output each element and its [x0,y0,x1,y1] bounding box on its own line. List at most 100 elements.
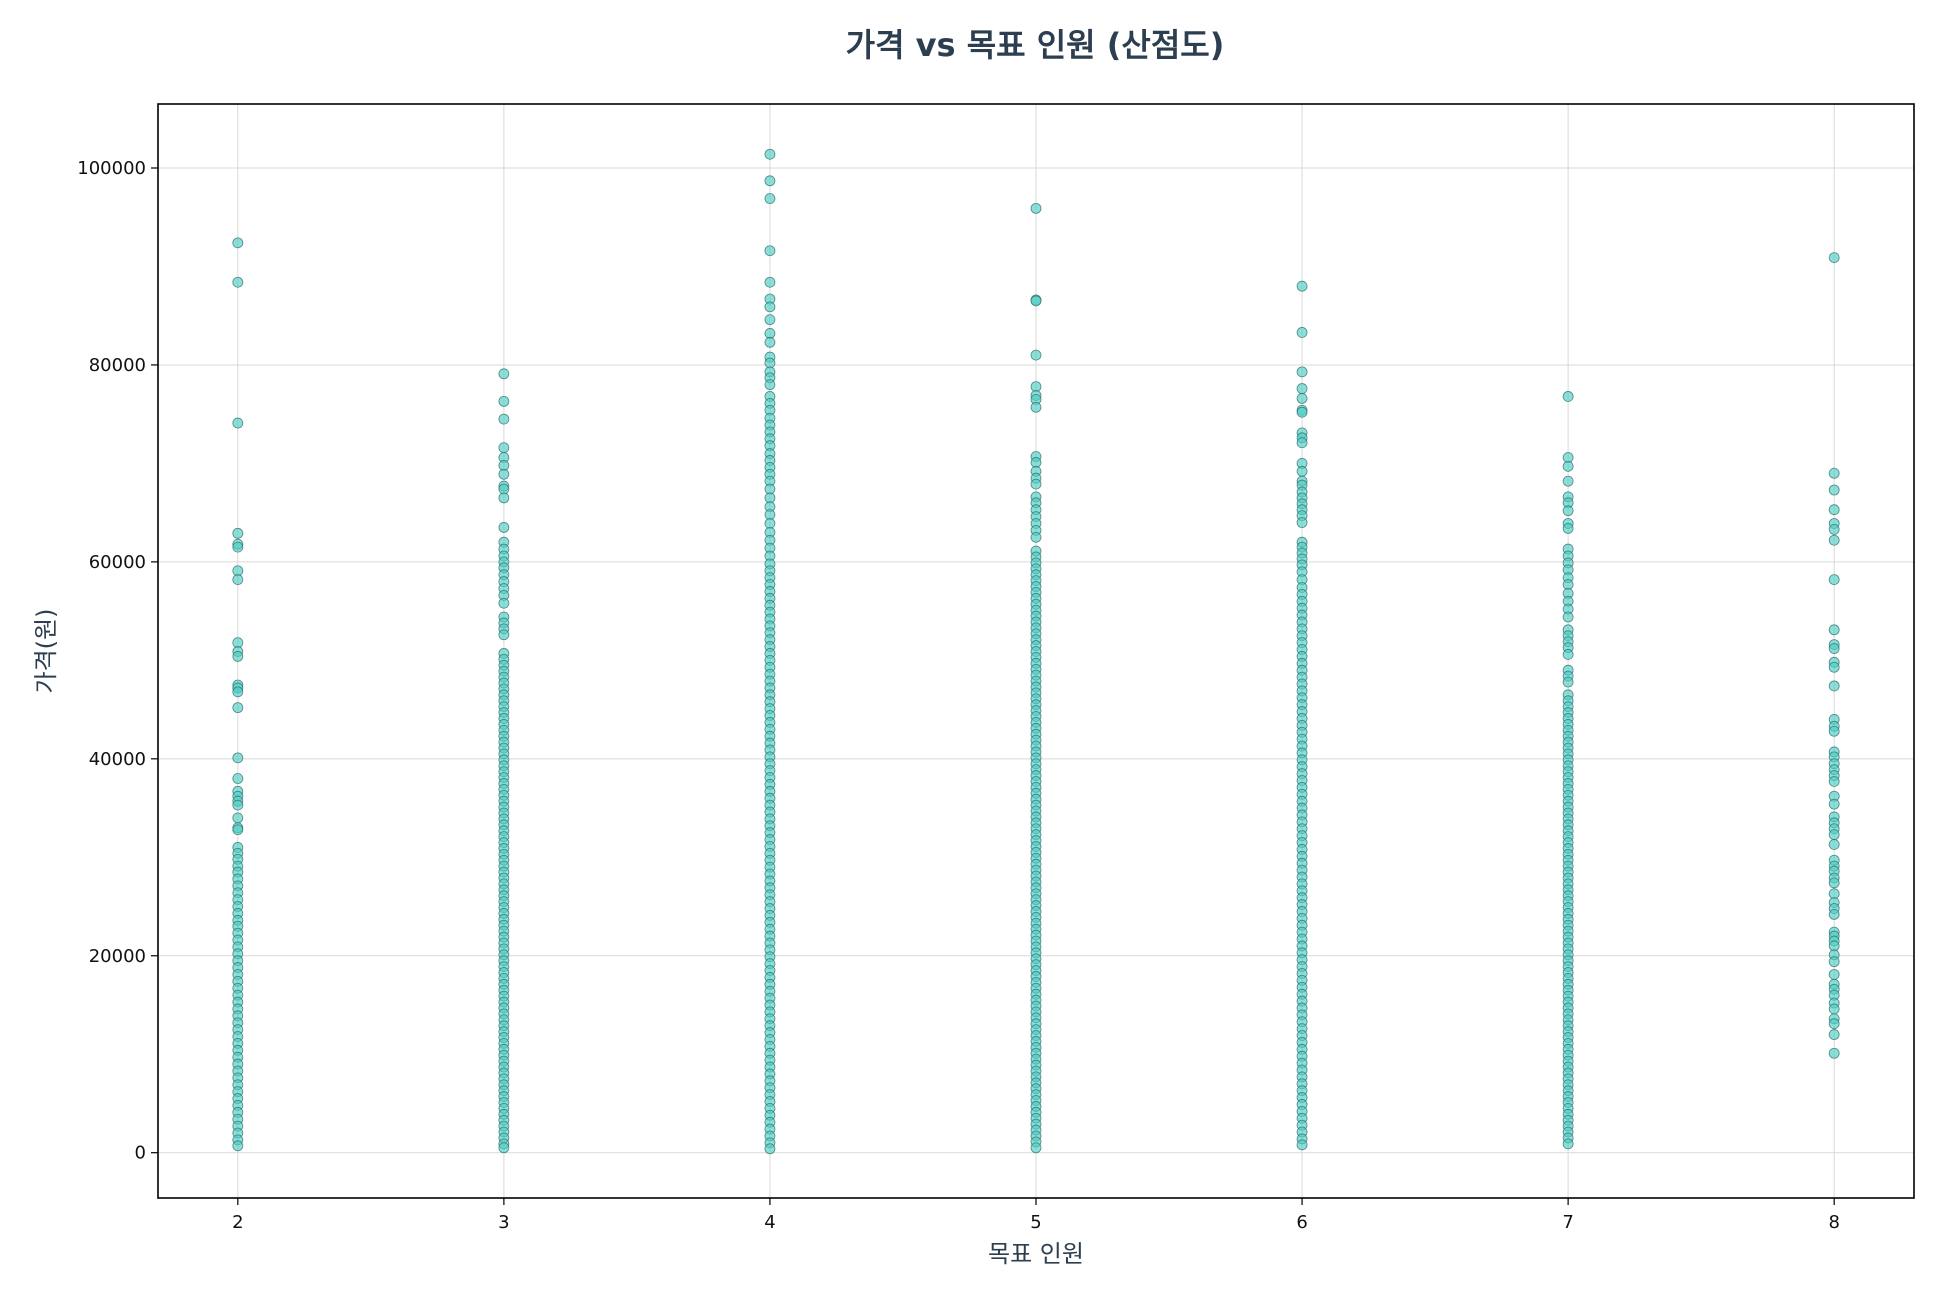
data-point [1828,956,1840,968]
data-point [1828,484,1840,496]
data-point [232,1140,244,1152]
data-point [232,417,244,429]
data-point [232,686,244,698]
data-point [1030,349,1042,361]
x-tick-label: 4 [764,1212,775,1233]
data-point [498,492,510,504]
data-point [1828,643,1840,654]
data-point [764,301,776,313]
data-point [1562,649,1574,660]
data-point [498,522,510,533]
x-tick-label: 5 [1030,1212,1041,1233]
data-point [1828,829,1840,841]
data-point [1296,327,1308,338]
data-point [764,336,776,348]
data-point [232,812,244,824]
data-point [1828,504,1840,516]
data-point [232,541,244,553]
data-point [232,752,244,764]
data-point [1030,202,1042,214]
data-point [1828,661,1840,673]
data-point [1828,877,1840,889]
x-tick-label: 6 [1296,1212,1307,1233]
data-point [232,527,244,539]
data-point [498,597,510,609]
data-point [232,574,244,586]
data-point [232,799,244,811]
data-point [1296,383,1308,394]
data-point [1296,437,1308,449]
y-tick-label: 40000 [89,749,146,770]
data-points [232,148,1840,1155]
data-point [1828,534,1840,546]
data-point [1296,517,1308,528]
data-point [498,413,510,425]
data-point [764,314,776,326]
x-axis-label: 목표 인원 [988,1240,1084,1268]
y-tick-label: 80000 [89,355,146,376]
x-tick-label: 8 [1828,1212,1839,1233]
data-point [232,237,244,249]
data-point [764,175,776,187]
data-point [498,629,510,641]
data-point [764,379,776,391]
data-point [1296,406,1308,418]
data-point [1030,1142,1042,1154]
data-point [1296,465,1308,477]
data-point [1828,776,1840,787]
data-point [1828,1003,1840,1015]
data-point [1030,401,1042,413]
data-point [232,773,244,784]
data-point [1030,531,1042,543]
data-point [1828,1018,1840,1030]
data-point [1562,523,1574,534]
data-point [1828,523,1840,535]
x-tick-label: 3 [498,1212,509,1233]
y-tick-label: 0 [135,1143,146,1164]
data-point [1828,1029,1840,1040]
data-point [764,1143,776,1155]
chart-title: 가격 vs 목표 인원 (산점도) [846,26,1225,64]
data-point [498,468,510,480]
data-point [764,193,776,204]
data-point [1562,676,1574,688]
data-point [1030,295,1042,307]
data-point [1828,839,1840,850]
data-point [1562,611,1574,623]
y-axis-ticks: 0 20000 40000 60000 80000 100000 [77,158,158,1164]
data-point [1296,366,1308,378]
data-point [1828,798,1840,810]
data-point [764,148,776,160]
data-point [1828,574,1840,586]
data-point [1828,467,1840,479]
data-point [232,651,244,662]
data-point [498,368,510,380]
y-tick-label: 100000 [77,158,146,179]
data-point [1828,1047,1840,1059]
data-point [1562,460,1574,472]
data-point [1562,391,1574,402]
y-tick-label: 60000 [89,552,146,573]
data-point [232,702,244,714]
data-point [1562,1138,1574,1150]
data-point [1828,969,1840,980]
data-point [1296,280,1308,292]
data-point [1828,624,1840,636]
data-point [498,1142,510,1154]
data-point [1828,680,1840,692]
data-point [1828,909,1840,920]
data-point [232,824,244,836]
data-point [1030,478,1042,490]
data-point [764,245,776,257]
data-point [1296,1139,1308,1151]
data-point [1296,393,1308,404]
data-point [1828,725,1840,737]
x-axis-ticks: 2 3 4 5 6 7 8 [232,1198,1840,1233]
y-axis-label: 가격(원) [32,609,60,694]
data-point [1562,475,1574,487]
data-point [498,442,510,454]
x-tick-label: 7 [1562,1212,1573,1233]
data-point [498,395,510,407]
